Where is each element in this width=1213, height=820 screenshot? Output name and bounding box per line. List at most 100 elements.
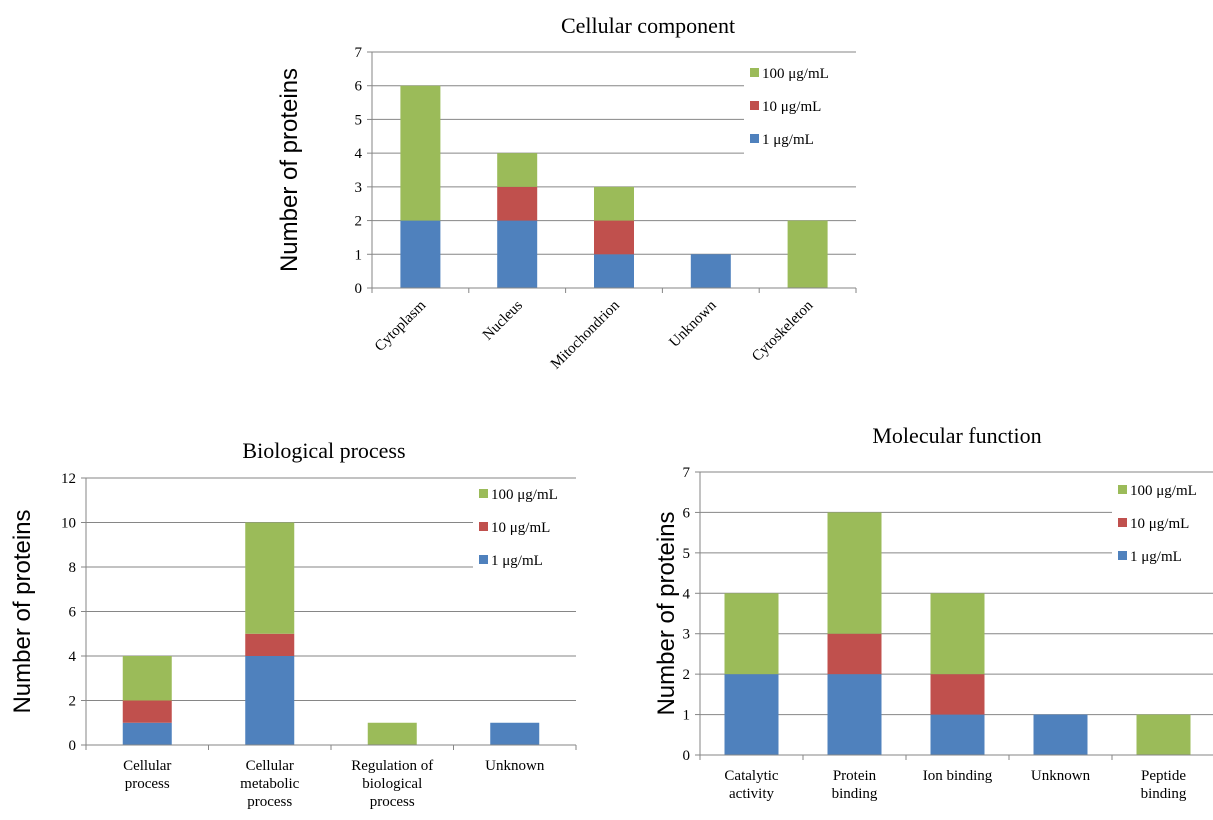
legend-label: 100 μg/mL (762, 66, 829, 82)
y-tick-label: 4 (69, 649, 77, 665)
bar-segment (122, 700, 172, 723)
y-tick-label: 6 (355, 79, 363, 95)
legend-label: 10 μg/mL (491, 520, 550, 536)
legend-label: 10 μg/mL (762, 99, 821, 115)
y-tick-label: 6 (69, 605, 77, 621)
y-tick-label: 1 (683, 708, 691, 724)
bar-segment (930, 674, 985, 715)
legend-label: 100 μg/mL (1130, 483, 1197, 499)
bar-segment (367, 722, 417, 745)
legend-swatch (750, 134, 759, 143)
y-tick-label: 4 (683, 586, 691, 602)
x-category-label: Unknown (1031, 768, 1091, 784)
x-category-label: Protein binding (832, 768, 878, 802)
x-category-label-line: Protein (833, 768, 877, 784)
y-tick-label: 12 (61, 471, 76, 487)
bar-segment (490, 722, 540, 745)
legend-swatch (479, 555, 488, 564)
bar-segment (122, 656, 172, 701)
bar-segment (1033, 714, 1088, 755)
x-category-label-line: activity (729, 786, 774, 802)
x-category-label-line: Cellular (246, 758, 294, 774)
legend: 100 μg/mL 10 μg/mL 1 μg/mL (473, 481, 585, 576)
x-category-label-line: Unknown (485, 758, 545, 774)
bar-segment (930, 714, 985, 755)
x-category-label: Nucleus (480, 297, 526, 343)
legend-swatch (1118, 518, 1127, 527)
x-category-label-line: Unknown (1031, 768, 1091, 784)
legend-label: 10 μg/mL (1130, 516, 1189, 532)
y-axis-label: Number of proteins (653, 511, 680, 715)
bar-segment (1136, 714, 1191, 755)
y-tick-label: 3 (355, 180, 363, 196)
y-tick-label: 1 (355, 247, 363, 263)
x-category-label: Cellular process (123, 758, 171, 792)
x-category-label-line: process (247, 794, 292, 810)
legend-swatch (479, 489, 488, 498)
bar-segment (594, 254, 634, 288)
bar-segment (827, 633, 882, 675)
x-category-label: Mitochondrion (548, 297, 623, 372)
x-category-label-line: binding (832, 786, 878, 802)
y-tick-label: 7 (683, 465, 691, 481)
legend-swatch (750, 101, 759, 110)
x-category-label: Ion binding (923, 768, 993, 784)
x-category-label: Unknown (485, 758, 545, 774)
chart-2: Biological process Number of proteins 0 2 4 6… (9, 438, 585, 810)
x-category-label: Catalytic activity (724, 768, 778, 802)
bar-segment (930, 593, 985, 675)
y-tick-label: 10 (61, 516, 76, 532)
bar-segment (245, 633, 295, 656)
bar-segment (594, 220, 634, 255)
y-tick-label: 5 (683, 546, 691, 562)
legend-label: 1 μg/mL (491, 553, 543, 569)
x-category-label: Peptide binding (1141, 768, 1187, 802)
x-category-label-line: Peptide (1141, 768, 1186, 784)
x-category-label-line: Cellular (123, 758, 171, 774)
y-tick-label: 0 (683, 748, 691, 764)
y-tick-label: 8 (69, 560, 77, 576)
x-category-label-line: metabolic (240, 776, 299, 792)
x-category-label-line: process (125, 776, 170, 792)
bar-segment (594, 186, 634, 221)
y-tick-label: 2 (355, 214, 363, 230)
y-tick-label: 2 (69, 694, 77, 710)
bar-segment (122, 722, 172, 745)
y-tick-label: 7 (355, 45, 363, 61)
bar-segment (497, 220, 538, 288)
legend-swatch (1118, 485, 1127, 494)
bar-segment (400, 85, 441, 221)
legend-swatch (1118, 551, 1127, 560)
legend-background (1112, 477, 1213, 572)
y-tick-label: 0 (69, 738, 77, 754)
bar-segment (497, 186, 538, 221)
x-category-label: Regulation of biological process (351, 758, 433, 810)
legend-label: 1 μg/mL (762, 132, 814, 148)
bar-segment (827, 512, 882, 634)
bar-segment (724, 593, 779, 675)
y-tick-label: 3 (683, 627, 691, 643)
x-category-label: Cytoplasm (372, 297, 430, 355)
x-category-label: Cytoskeleton (749, 297, 817, 365)
bar-segment (245, 522, 295, 634)
y-tick-label: 0 (355, 281, 363, 297)
x-category-label: Unknown (666, 297, 720, 351)
y-tick-label: 6 (683, 505, 691, 521)
y-tick-label: 2 (683, 667, 691, 683)
x-category-label-line: Regulation of (351, 758, 433, 774)
bar-segment (690, 254, 731, 288)
bar-segment (724, 674, 779, 755)
y-tick-label: 4 (355, 146, 363, 162)
y-axis-label: Number of proteins (9, 509, 36, 713)
bar-segment (400, 220, 441, 288)
legend: 100 μg/mL 10 μg/mL 1 μg/mL (1112, 477, 1213, 572)
bar-segment (497, 153, 538, 187)
x-category-label-line: biological (362, 776, 422, 792)
legend: 100 μg/mL 10 μg/mL 1 μg/mL (744, 60, 856, 155)
chart-3: Molecular function Number of proteins 0 1 2 3… (653, 423, 1213, 802)
x-category-label-line: Ion binding (923, 768, 993, 784)
legend-label: 100 μg/mL (491, 487, 558, 503)
chart-1: Cellular component Number of proteins 0 1 2 3… (276, 13, 857, 372)
y-tick-label: 5 (355, 112, 363, 128)
